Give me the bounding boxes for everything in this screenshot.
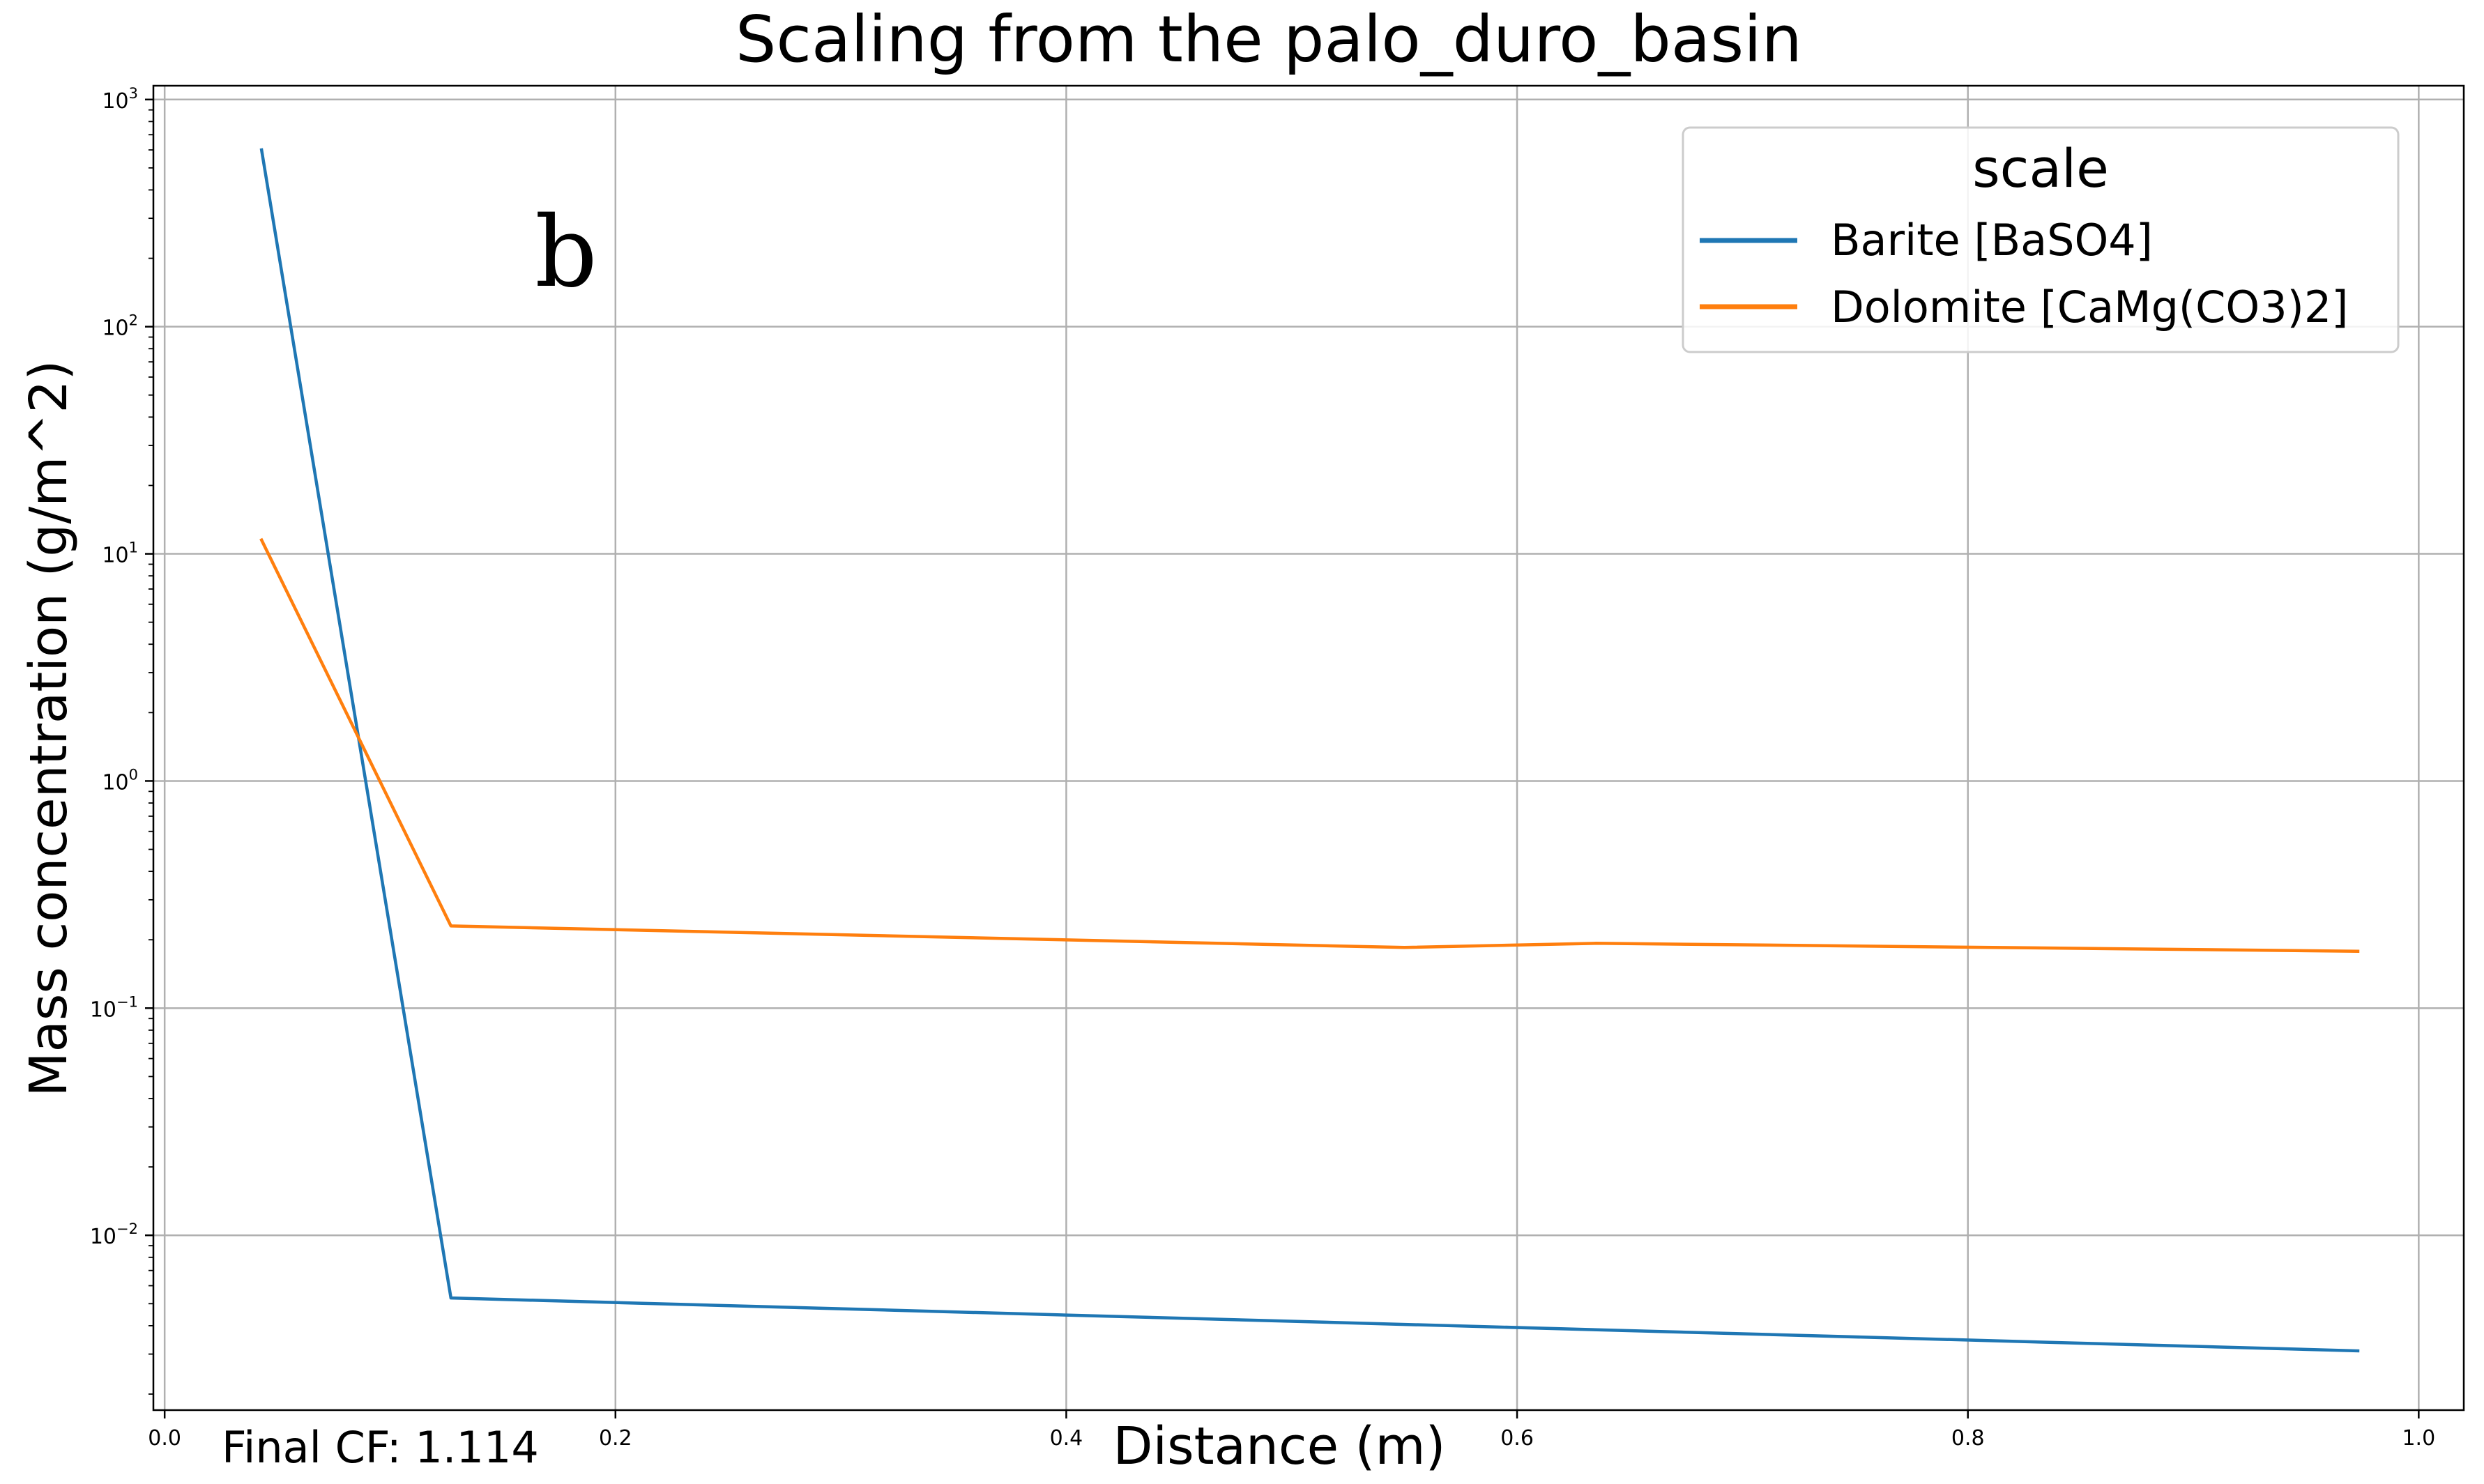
panel-letter: b <box>535 196 597 309</box>
y-tick-label: 10−2 <box>90 1221 138 1249</box>
y-tick-label: 103 <box>102 85 138 114</box>
series-lines <box>259 148 2360 1353</box>
axis-ticks: 0.0 0.2 0.4 0.6 0.8 1.0 10−2 10−1 100 101 102 103 <box>90 85 2435 1451</box>
chart-title: Scaling from the palo_duro_basin <box>736 2 1802 77</box>
final-cf-note: Final CF: 1.114 <box>222 1422 539 1473</box>
x-tick-label: 0.4 <box>1050 1426 1083 1451</box>
x-tick-label: 0.8 <box>1951 1426 1985 1451</box>
legend: scale Barite [BaSO4] Dolomite [CaMg(CO3)… <box>1682 126 2400 353</box>
y-axis-label: Mass concentration (g/m^2) <box>19 360 79 1097</box>
legend-label-dolomite: Dolomite [CaMg(CO3)2] <box>1831 282 2349 332</box>
series-line-dolomite <box>259 537 2360 953</box>
x-tick-label: 0.6 <box>1500 1426 1534 1451</box>
legend-title: scale <box>1972 137 2109 199</box>
legend-box <box>1682 126 2400 353</box>
plot-frame <box>152 84 2465 1412</box>
x-tick-label: 0.2 <box>599 1426 632 1451</box>
y-tick-label: 100 <box>102 766 138 795</box>
x-tick-label: 1.0 <box>2402 1426 2435 1451</box>
series-line-barite <box>259 148 2360 1353</box>
x-axis-label: Distance (m) <box>1113 1416 1446 1476</box>
x-tick-label: 0.0 <box>148 1426 181 1451</box>
legend-label-barite: Barite [BaSO4] <box>1831 215 2153 266</box>
y-tick-label: 101 <box>102 540 138 568</box>
y-tick-label: 102 <box>102 312 138 341</box>
y-tick-label: 10−1 <box>90 993 138 1022</box>
